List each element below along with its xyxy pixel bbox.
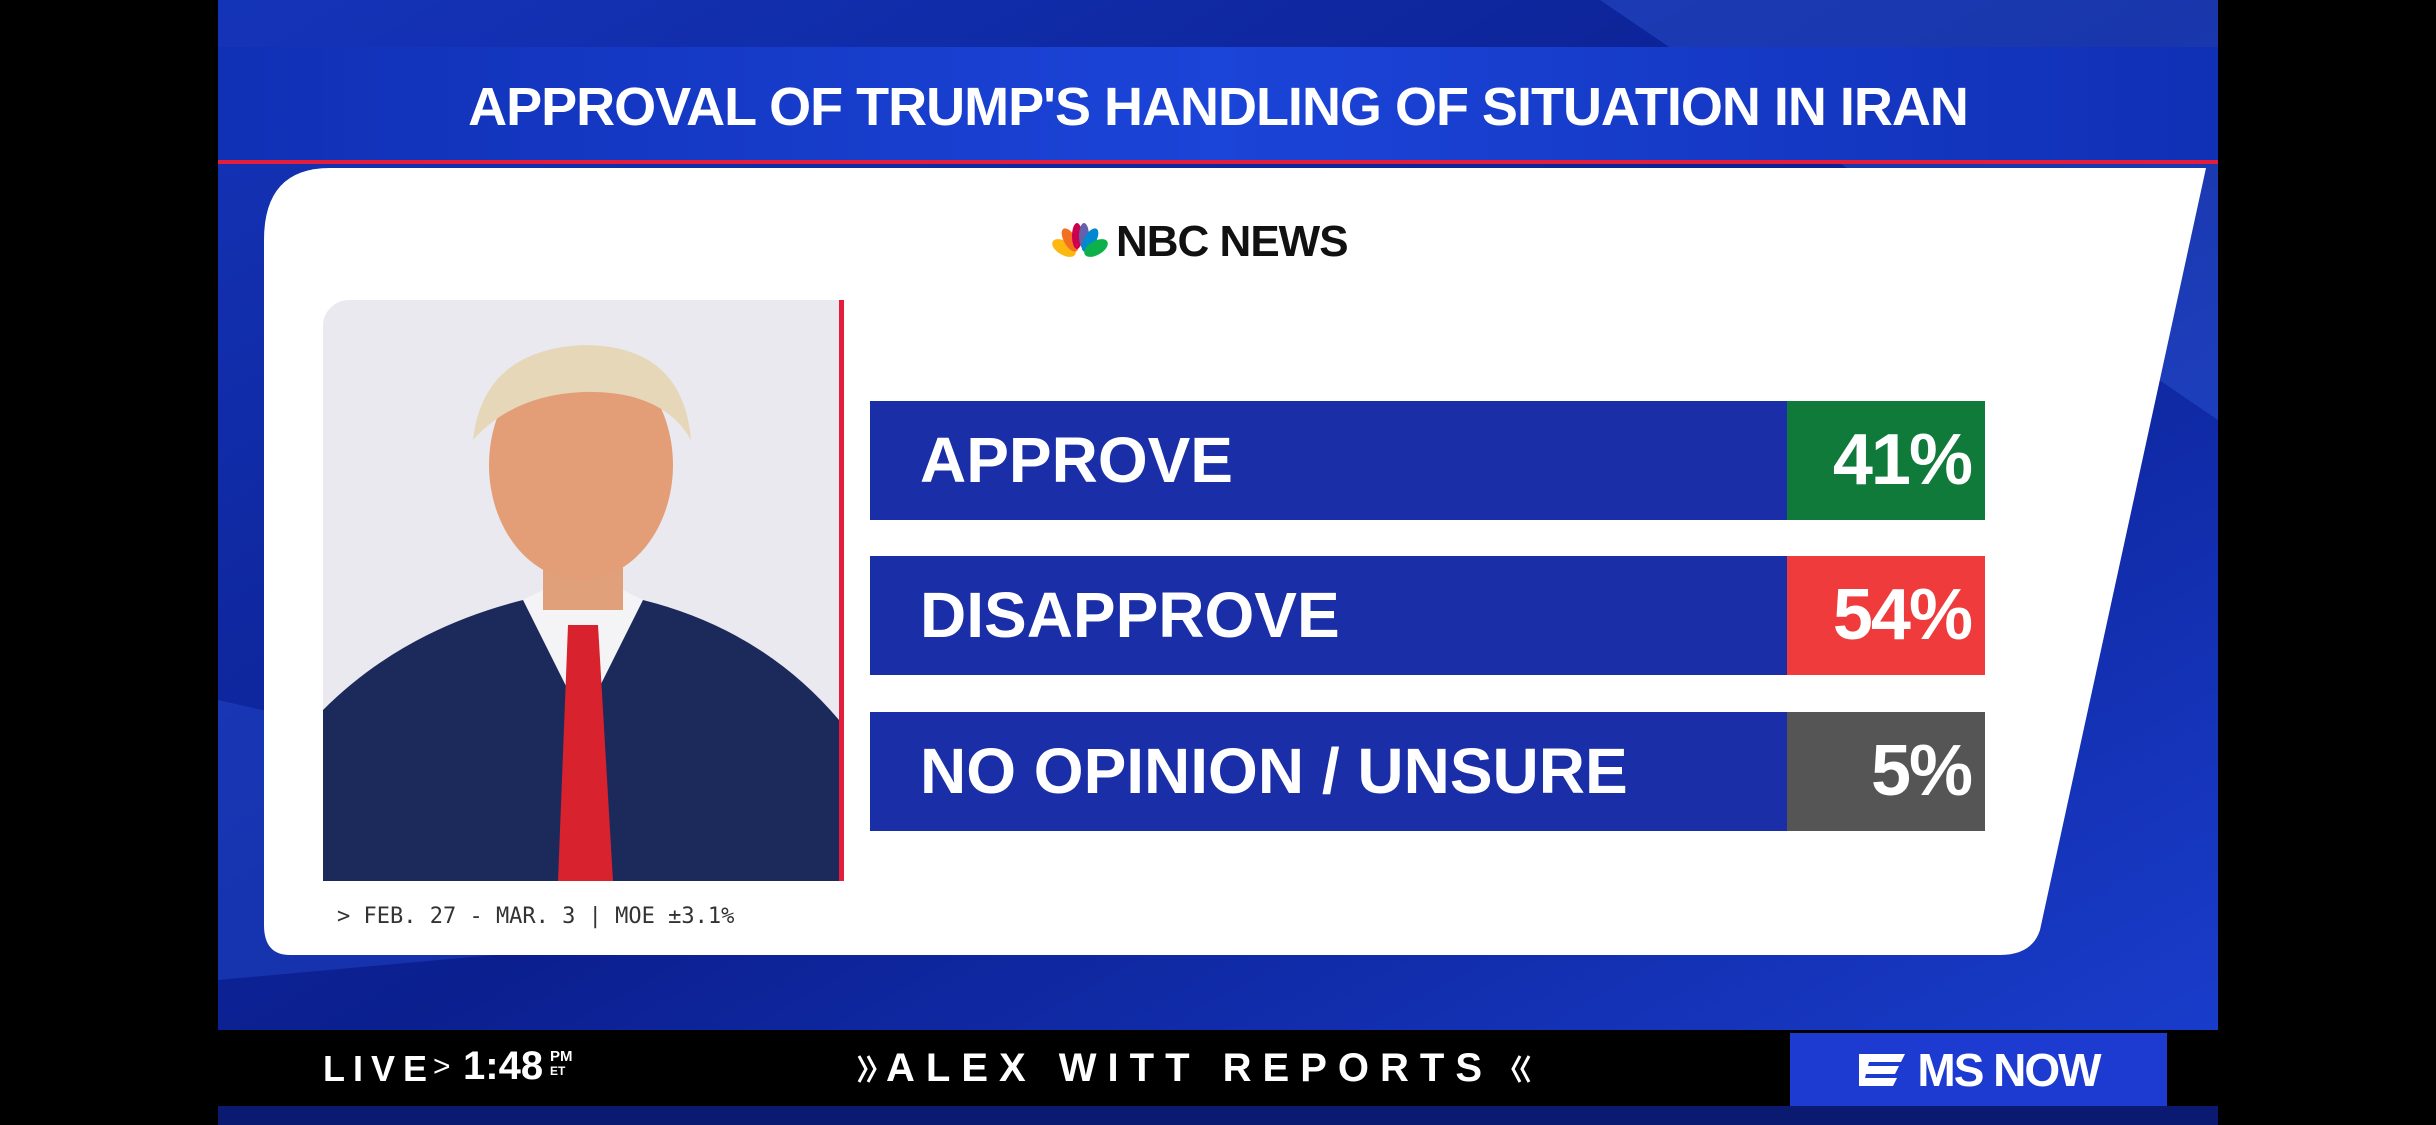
result-value: 41% — [1787, 401, 1985, 520]
separator: > — [433, 1050, 451, 1083]
chevron-left — [857, 1055, 877, 1083]
peacock-icon — [1052, 223, 1108, 257]
result-row: NO OPINION / UNSURE 5% — [870, 712, 1985, 831]
result-label: NO OPINION / UNSURE — [870, 712, 1787, 831]
result-row: DISAPPROVE 54% — [870, 556, 1985, 675]
time-zone: ET — [550, 1064, 566, 1078]
network: MS NOW — [1917, 1043, 2101, 1096]
live-label: LIVE — [323, 1048, 436, 1089]
result-row: APPROVE 41% — [870, 401, 1985, 520]
result-label: DISAPPROVE — [870, 556, 1787, 675]
network-icon — [1859, 1053, 1906, 1086]
portrait-figure — [323, 345, 839, 881]
source-logo: NBC NEWS — [1050, 214, 1349, 270]
result-value: 5% — [1787, 712, 1985, 831]
footnote: > FEB. 27 - MAR. 3 | MOE ±3.1% — [337, 904, 735, 929]
chevron-right — [1511, 1055, 1531, 1083]
portrait — [323, 300, 844, 881]
meridiem: PM — [550, 1048, 573, 1065]
result-label: APPROVE — [870, 401, 1787, 520]
time: 1:48 — [463, 1044, 544, 1088]
result-value: 54% — [1787, 556, 1985, 675]
show-name: ALEX WITT REPORTS — [886, 1046, 1493, 1090]
source: NBC NEWS — [1116, 217, 1349, 266]
title: APPROVAL OF TRUMP'S HANDLING OF SITUATIO… — [468, 77, 1969, 137]
network-logo: MS NOW — [1790, 1033, 2167, 1106]
